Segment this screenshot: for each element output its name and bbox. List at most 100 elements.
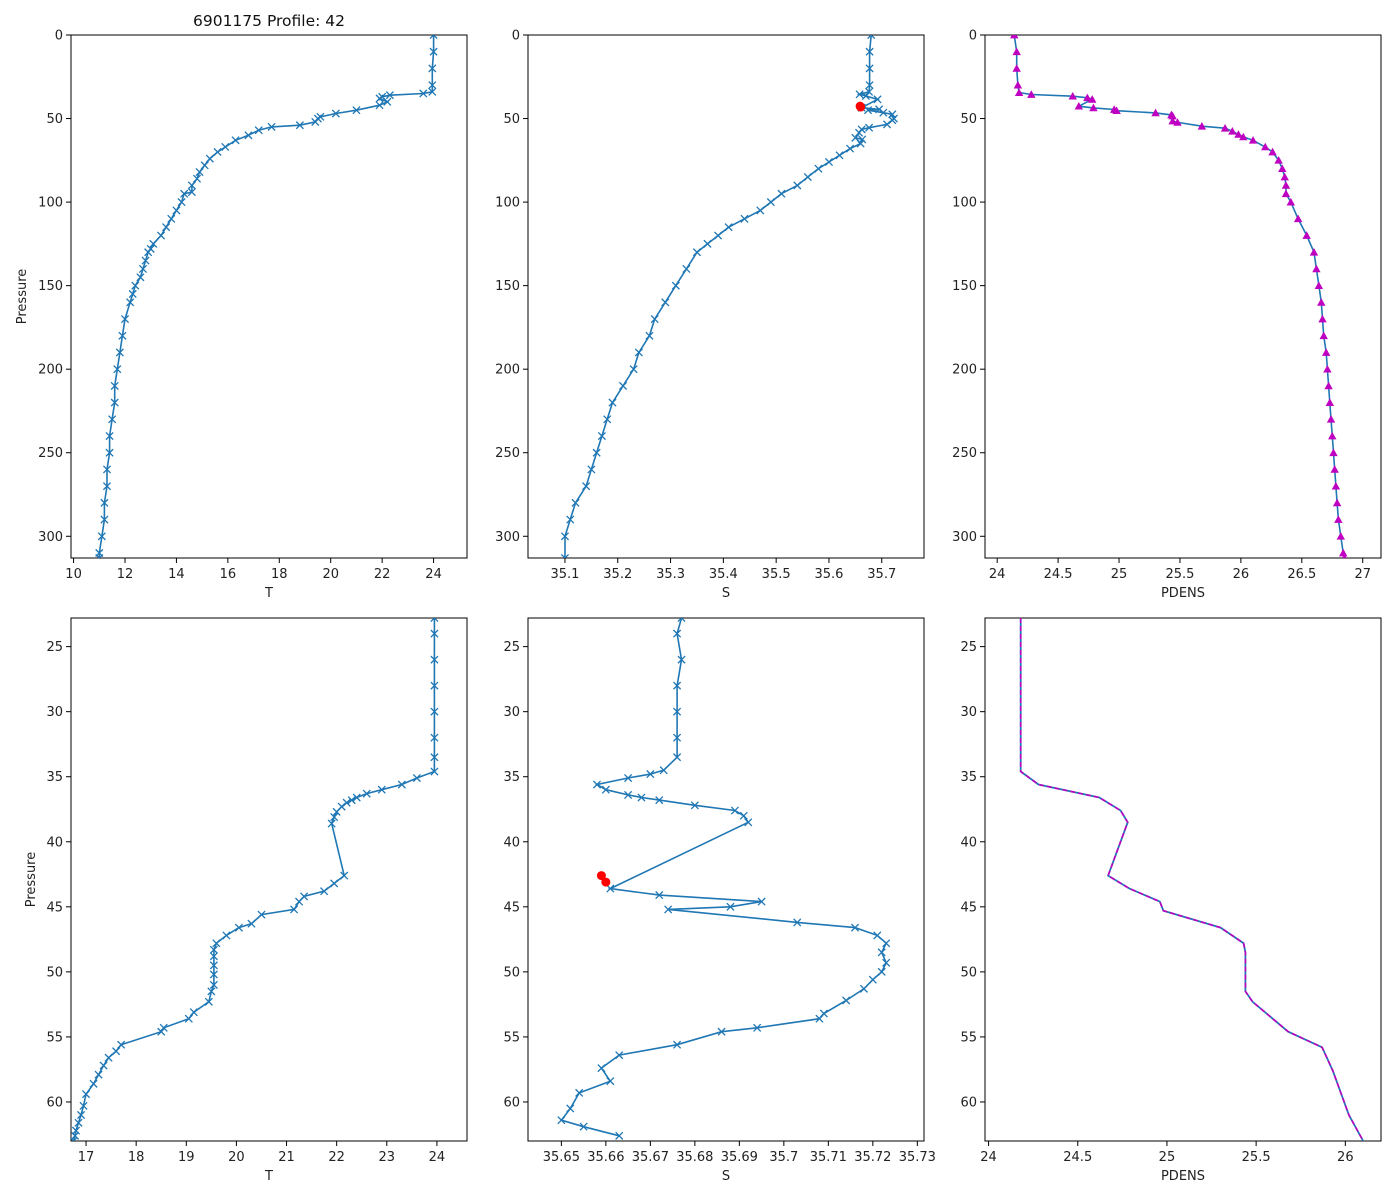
x-tick-label: 35.69 — [721, 1150, 758, 1165]
flagged-point — [856, 102, 866, 112]
data-point-marker — [76, 1110, 86, 1120]
data-point-marker — [879, 108, 888, 117]
y-tick-label: 45 — [503, 900, 520, 915]
flagged-point — [596, 871, 606, 881]
data-point-marker — [672, 681, 682, 690]
chart-panel-3: 24 24.5 25 25.5 26 26.5 27 0 50 100 150 200 250 300 PD… — [952, 29, 1382, 601]
data-point-marker — [842, 996, 851, 1005]
data-point-marker — [126, 298, 135, 307]
data-point-marker — [377, 785, 386, 794]
x-tick-label: 25 — [1159, 1150, 1176, 1165]
axes-frame — [70, 34, 468, 559]
data-point-marker — [1329, 448, 1338, 457]
x-tick-label: 35.71 — [810, 1150, 847, 1165]
data-point-marker — [327, 819, 336, 828]
data-point-marker — [1027, 90, 1036, 98]
y-tick-label: 300 — [38, 530, 63, 545]
data-point-marker — [592, 448, 601, 457]
x-tick-label: 25 — [1111, 567, 1128, 582]
data-point-marker — [672, 733, 682, 742]
data-point-marker — [1234, 130, 1243, 138]
data-point-marker — [89, 1079, 98, 1088]
data-point-marker — [1083, 93, 1092, 102]
data-point-marker — [95, 553, 104, 558]
y-axis-label: Pressure — [15, 269, 30, 325]
data-point-marker — [882, 958, 891, 967]
x-tick-label: 25.5 — [1165, 567, 1194, 582]
y-axis-label: Pressure — [24, 852, 39, 908]
x-tick-label: 35.72 — [854, 1150, 891, 1165]
y-tick-label: 55 — [503, 1030, 520, 1045]
y-tick-label: 50 — [960, 112, 977, 127]
y-tick-label: 30 — [960, 705, 977, 720]
y-tick-label: 100 — [38, 196, 63, 211]
data-point-marker — [430, 618, 439, 623]
data-point-marker — [655, 891, 664, 900]
data-point-marker — [1331, 481, 1341, 490]
y-tick-label: 60 — [960, 1095, 977, 1110]
plot-area — [71, 618, 439, 1141]
y-tick-label: 100 — [495, 196, 520, 211]
data-point-marker — [672, 707, 682, 716]
data-point-marker — [1068, 91, 1077, 100]
data-point-marker — [1089, 103, 1098, 112]
data-point-marker — [347, 796, 356, 805]
data-point-marker — [757, 897, 766, 906]
data-point-marker — [430, 733, 439, 742]
x-tick-label: 24.5 — [1063, 1150, 1092, 1165]
x-tick-label: 26 — [1233, 567, 1250, 582]
data-point-marker — [1074, 101, 1084, 110]
x-tick-label: 35.67 — [632, 1150, 669, 1165]
data-point-marker — [690, 801, 699, 810]
data-point-marker — [149, 239, 158, 248]
x-tick-label: 16 — [220, 567, 237, 582]
data-point-marker — [247, 919, 256, 928]
data-point-marker — [157, 1027, 166, 1036]
data-point-marker — [97, 532, 106, 541]
data-point-marker — [71, 1131, 80, 1140]
data-point-marker — [110, 381, 119, 390]
x-tick-label: 22 — [374, 567, 391, 582]
y-tick-label: 150 — [952, 279, 977, 294]
data-point-marker — [560, 532, 570, 541]
x-tick-label: 24.5 — [1044, 567, 1073, 582]
data-point-marker — [430, 707, 439, 716]
y-tick-label: 100 — [952, 196, 977, 211]
data-point-marker — [1325, 398, 1335, 406]
data-point-marker — [295, 121, 304, 130]
data-point-marker — [115, 348, 124, 357]
data-point-marker — [672, 629, 682, 638]
y-tick-label: 60 — [46, 1095, 63, 1110]
data-point-marker — [793, 918, 802, 927]
data-point-marker — [100, 515, 109, 524]
data-point-marker — [868, 975, 877, 984]
data-point-marker — [1173, 118, 1182, 126]
data-point-marker — [430, 767, 439, 776]
data-point-marker — [192, 174, 202, 183]
data-point-marker — [1010, 35, 1019, 39]
y-tick-label: 35 — [503, 770, 520, 785]
x-tick-label: 35.7 — [867, 567, 896, 582]
data-point-marker — [659, 766, 668, 775]
data-point-marker — [1334, 515, 1343, 523]
y-tick-label: 200 — [952, 363, 977, 378]
x-tick-label: 21 — [278, 1150, 295, 1165]
data-point-marker — [777, 189, 786, 198]
data-point-marker — [1278, 164, 1287, 173]
y-tick-label: 35 — [960, 770, 977, 785]
data-point-marker — [655, 796, 664, 805]
data-point-marker — [189, 1008, 198, 1017]
data-point-marker — [1012, 64, 1021, 72]
data-point-marker — [209, 945, 218, 954]
data-point-marker — [888, 116, 897, 125]
data-point-marker — [1314, 281, 1324, 289]
data-point-marker — [692, 248, 702, 257]
x-tick-label: 24 — [989, 567, 1006, 582]
y-tick-label: 0 — [969, 29, 977, 44]
data-point-marker — [1318, 314, 1327, 323]
data-point-marker — [105, 448, 114, 457]
data-point-marker — [814, 164, 823, 173]
x-axis-label: T — [264, 1169, 273, 1184]
data-point-marker — [144, 248, 153, 257]
data-point-marker — [815, 1014, 824, 1023]
